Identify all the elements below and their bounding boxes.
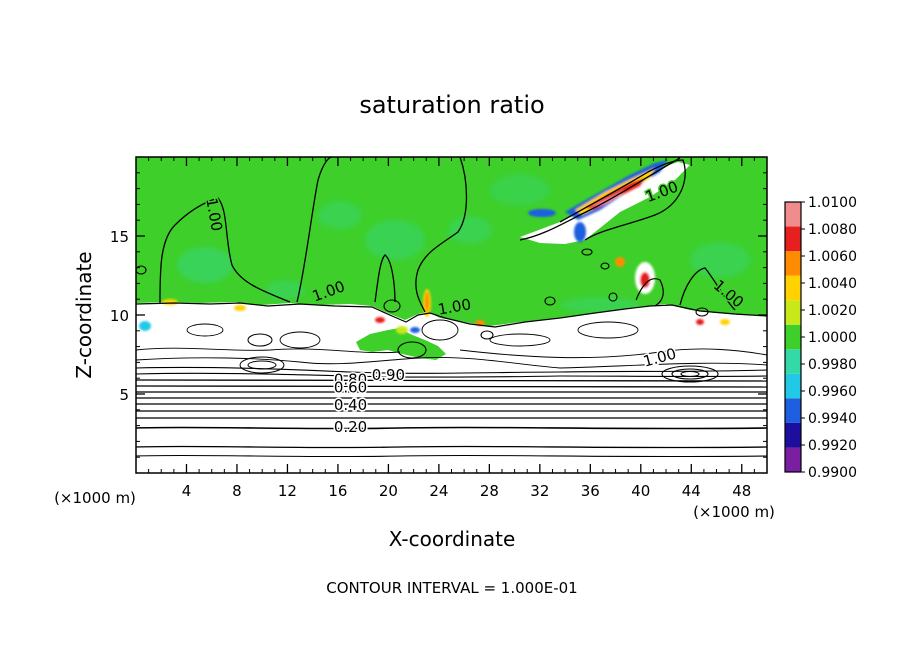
y-axis-label: Z-coordinate [72,251,96,378]
colorbar-swatch [785,300,801,325]
contour-label: 0.20 [334,418,367,436]
y-tick-label: 10 [110,307,129,325]
contour-label: 0.40 [334,396,367,414]
x-tick-label: 40 [631,482,650,500]
y-tick-label: 5 [119,386,129,404]
subsaturated-region [136,302,767,473]
colorbar-swatch [785,226,801,252]
contour-labels: 1.001.001.001.001.001.000.900.800.600.40… [201,176,749,437]
x-tick-label: 44 [682,482,701,500]
saturation-field: 1.001.001.001.001.001.000.900.800.600.40… [136,157,767,473]
x-axis-label: X-coordinate [389,527,516,551]
x-tick-label: 8 [232,482,242,500]
colorbar-label: 0.9960 [808,384,857,400]
colorbar-label: 0.9920 [808,438,857,454]
x-tick-label: 48 [732,482,751,500]
colorbar-label: 1.0060 [808,249,857,265]
colorbar-swatch [785,202,801,227]
colorbar-label: 1.0080 [808,222,857,238]
x-tick-label: 16 [328,482,347,500]
colorbar-swatch [785,349,801,374]
x-tick-label: 20 [379,482,398,500]
colorbar-label: 1.0020 [808,303,857,319]
x-axis-unit-right: (×1000 m) [693,503,775,521]
colorbar-swatch [785,422,801,448]
colorbar-label: 0.9940 [808,411,857,427]
colorbar-label: 0.9980 [808,357,857,373]
colorbar-swatch [785,251,801,276]
y-axis: 5 10 15 [110,172,767,458]
x-tick-label: 36 [581,482,600,500]
colorbar: 0.9900 0.9920 0.9940 0.9960 0.9980 1.0000 1.00… [784,195,857,481]
colorbar-swatch [785,398,801,423]
colorbar-label: 0.9900 [808,465,857,481]
x-tick-label: 28 [480,482,499,500]
colorbar-label: 1.0100 [808,195,857,211]
colorbar-swatch [785,324,801,350]
contour-interval-note: CONTOUR INTERVAL = 1.000E-01 [326,579,577,597]
contour-lines [136,157,767,458]
x-axis-unit-left: (×1000 m) [54,489,136,507]
y-tick-label: 15 [110,228,129,246]
moist-pocket [356,328,446,360]
x-axis: 4 8 12 16 20 24 28 32 36 40 44 48 [148,157,755,500]
contour-label: 0.60 [334,378,367,396]
colorbar-label: 1.0000 [808,330,857,346]
x-tick-label: 12 [278,482,297,500]
contour-label: 0.80 [334,371,367,389]
colorbar-label: 1.0040 [808,276,857,292]
colorbar-swatch [785,373,801,399]
x-tick-label: 24 [429,482,448,500]
contour-label: 0.90 [372,366,405,384]
x-tick-label: 4 [182,482,192,500]
colorbar-swatch [785,275,801,301]
colorbar-swatch [785,447,801,472]
x-tick-label: 32 [530,482,549,500]
chart-title: saturation ratio [359,91,544,119]
